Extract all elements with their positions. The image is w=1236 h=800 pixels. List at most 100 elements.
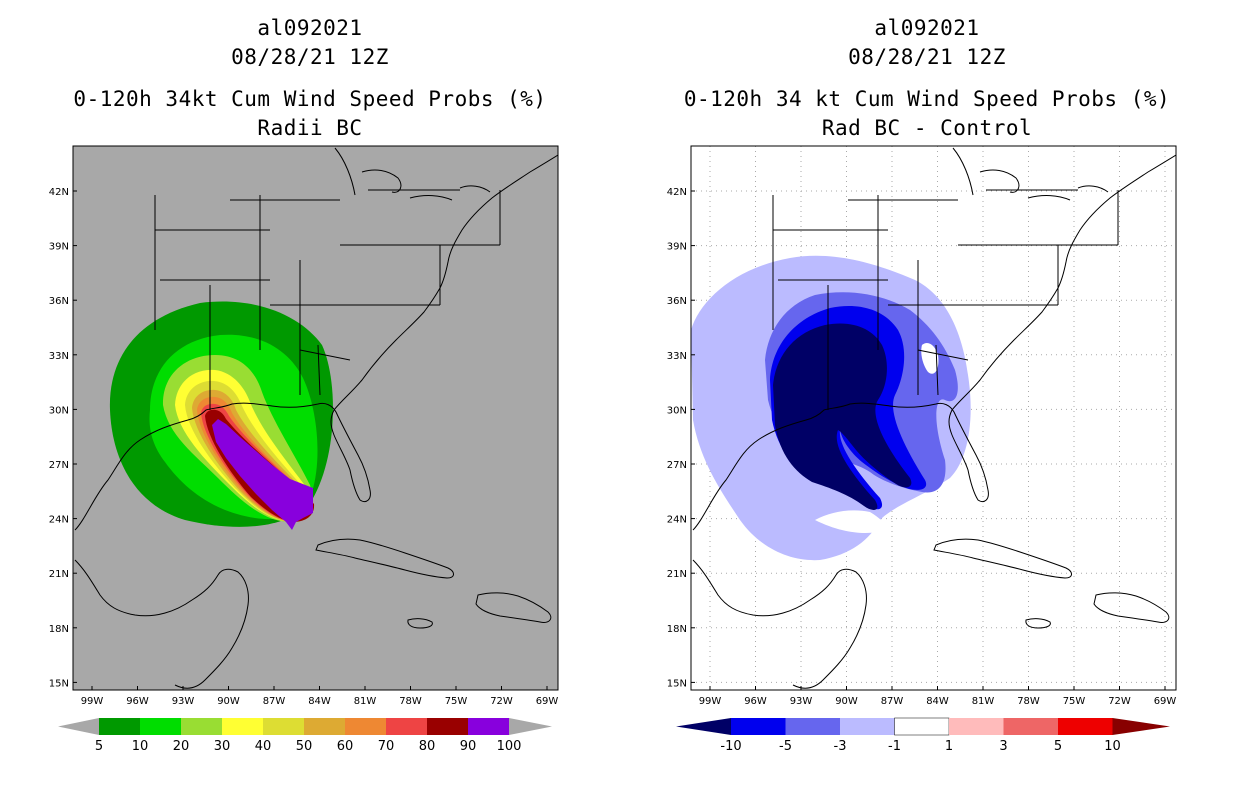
right-product-title: 0-120h 34 kt Cum Wind Speed Probs (%) — [683, 87, 1171, 111]
colorbar-swatch — [345, 718, 386, 735]
colorbar-swatch — [222, 718, 263, 735]
colorbar-end-triangle — [509, 718, 552, 735]
colorbar-label: 70 — [378, 739, 395, 754]
mexico-coastline — [692, 559, 867, 689]
us-coastline — [692, 154, 1176, 531]
lat-tick-label: 21N — [49, 569, 69, 580]
colorbar-label: 50 — [296, 739, 313, 754]
lat-tick-label: 33N — [49, 351, 69, 362]
colorbar-label: 1 — [945, 739, 953, 754]
state-borders — [154, 189, 501, 410]
colorbar-swatch — [304, 718, 345, 735]
colorbar-swatch — [427, 718, 468, 735]
colorbar-label: -10 — [720, 739, 741, 754]
diff-hole-east — [921, 343, 939, 374]
lat-tick-label: 18N — [49, 624, 69, 635]
lat-tick-label: 42N — [667, 187, 687, 198]
left-probability-contours — [109, 301, 333, 530]
lat-tick-label: 18N — [667, 624, 687, 635]
right-map: 99W 96W 93W 90W 87W 84W 81W 78W 75W 72W 69W 42N 39N… — [667, 145, 1177, 707]
hispaniola-outline — [475, 592, 552, 623]
colorbar-swatch — [731, 718, 786, 735]
colorbar-swatch — [894, 717, 950, 736]
left-init-time: 08/28/21 12Z — [231, 45, 389, 69]
colorbar-swatch — [140, 718, 181, 735]
colorbar-label: 90 — [460, 739, 477, 754]
right-init-time: 08/28/21 12Z — [848, 45, 1006, 69]
lat-tick-label: 27N — [667, 460, 687, 471]
jamaica-outline — [407, 618, 433, 629]
prob-contour-90 — [212, 419, 313, 530]
right-subtitle: Rad BC - Control — [821, 116, 1033, 140]
colorbar-label: 5 — [1054, 739, 1062, 754]
lon-tick-label: 87W — [263, 696, 286, 707]
lon-tick-label: 96W — [744, 696, 767, 707]
diff-hole-south — [815, 510, 888, 533]
colorbar-label: 30 — [214, 739, 231, 754]
right-longitude-ticks: 99W 96W 93W 90W 87W 84W 81W 78W 75W 72W 69W — [699, 686, 1177, 707]
left-panel-title: al092021 08/28/21 12Z 0-120h 34kt Cum Wi… — [0, 14, 620, 143]
state-borders — [772, 189, 1119, 410]
great-lakes — [952, 147, 1109, 201]
colorbar-label: -5 — [779, 739, 792, 754]
lon-tick-label: 99W — [699, 696, 722, 707]
colorbar-label: 10 — [132, 739, 149, 754]
colorbar-swatch — [386, 718, 427, 735]
colorbar-label: 10 — [1104, 739, 1121, 754]
lat-tick-label: 24N — [49, 515, 69, 526]
lat-tick-label: 21N — [667, 569, 687, 580]
lon-tick-label: 72W — [490, 696, 513, 707]
right-map-frame — [690, 145, 1177, 691]
left-longitude-ticks: 99W 96W 93W 90W 87W 84W 81W 78W 75W 72W 69W — [81, 686, 558, 707]
lon-tick-label: 93W — [172, 696, 195, 707]
lon-tick-label: 72W — [1108, 696, 1131, 707]
left-map: 99W 96W 93W 90W 87W 84W 81W 78W 75W 72W 69W 42N 39N… — [49, 145, 559, 707]
lat-tick-label: 15N — [49, 678, 69, 689]
colorbar-end-triangle — [58, 718, 99, 735]
right-difference-contours — [691, 255, 971, 561]
lon-tick-label: 75W — [1063, 696, 1086, 707]
diff-contour-minus10 — [773, 323, 912, 510]
colorbar-swatch — [785, 718, 840, 735]
right-latitude-ticks: 42N 39N 36N 33N 30N 27N 24N 21N 18N 15N — [667, 187, 695, 689]
lat-tick-label: 27N — [49, 460, 69, 471]
colorbar-label: 3 — [999, 739, 1007, 754]
lon-tick-label: 84W — [926, 696, 949, 707]
colorbar-swatch — [263, 718, 304, 735]
colorbar-label: 80 — [419, 739, 436, 754]
great-lakes — [334, 147, 491, 201]
lat-tick-label: 42N — [49, 187, 69, 198]
colorbar-label: -3 — [834, 739, 847, 754]
hispaniola-outline — [1093, 592, 1170, 623]
lon-tick-label: 90W — [217, 696, 240, 707]
cuba-outline — [315, 538, 454, 579]
colorbar-swatch — [949, 718, 1004, 735]
jamaica-outline — [1025, 618, 1051, 629]
colorbar-swatch — [468, 718, 509, 735]
left-product-title: 0-120h 34kt Cum Wind Speed Probs (%) — [73, 87, 547, 111]
right-geography-outlines — [692, 147, 1176, 689]
colorbar-end-triangle — [676, 718, 731, 735]
lat-tick-label: 30N — [667, 405, 687, 416]
colorbar-swatch — [99, 718, 140, 735]
right-panel-title: al092021 08/28/21 12Z 0-120h 34 kt Cum W… — [618, 14, 1236, 143]
lon-tick-label: 81W — [972, 696, 995, 707]
lon-tick-label: 99W — [81, 696, 104, 707]
lat-tick-label: 36N — [49, 296, 69, 307]
lat-tick-label: 30N — [49, 405, 69, 416]
lon-tick-label: 87W — [881, 696, 904, 707]
lat-tick-label: 15N — [667, 678, 687, 689]
lon-tick-label: 84W — [308, 696, 331, 707]
lat-tick-label: 33N — [667, 351, 687, 362]
colorbar-label: 60 — [337, 739, 354, 754]
lon-tick-label: 69W — [1154, 696, 1177, 707]
colorbar-label: -1 — [888, 739, 901, 754]
left-geography-outlines — [74, 147, 558, 689]
colorbar-swatch — [1003, 718, 1058, 735]
colorbar-label: 40 — [255, 739, 272, 754]
cuba-outline — [933, 538, 1072, 579]
lon-tick-label: 81W — [354, 696, 377, 707]
colorbar-label: 100 — [497, 739, 522, 754]
lon-tick-label: 93W — [790, 696, 813, 707]
us-coastline — [74, 154, 558, 531]
